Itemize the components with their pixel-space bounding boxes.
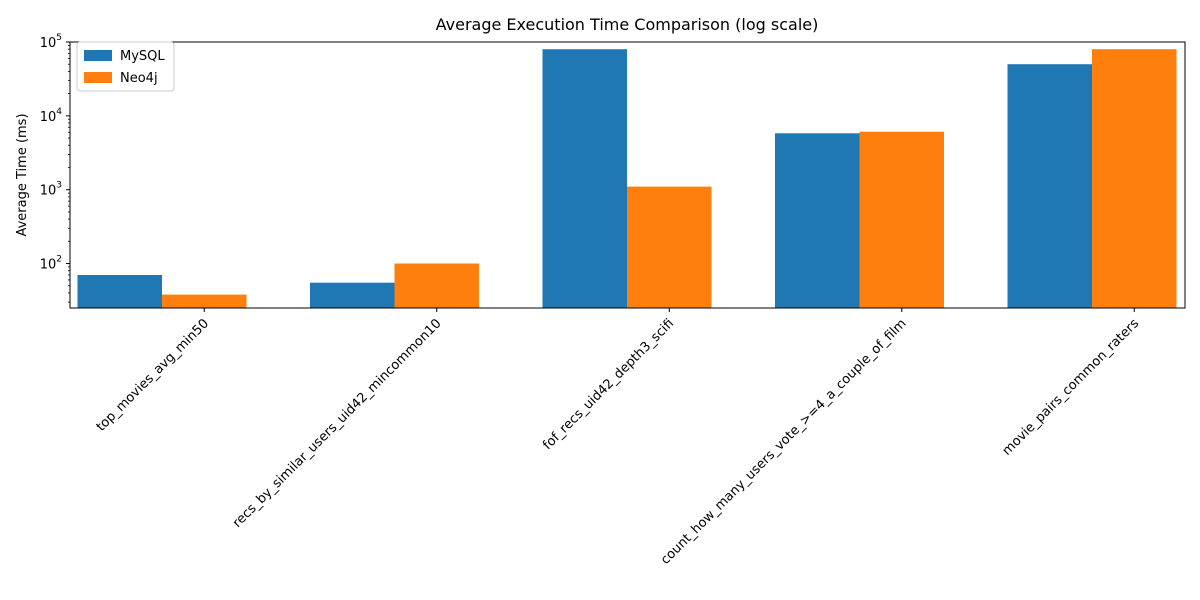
bar-neo4j-top-movies-avg-min50 <box>162 294 247 308</box>
x-tick-label: recs_by_similar_users_uid42_mincommon10 <box>230 316 445 531</box>
y-axis-label: Average Time (ms) <box>15 113 30 236</box>
legend-label-mysql: MySQL <box>120 49 165 64</box>
bar-neo4j-count-how-many-users-vote-4-a-couple-of-film <box>859 131 944 308</box>
legend-swatch-mysql <box>84 50 112 61</box>
x-tick-label: movie_pairs_common_raters <box>1000 316 1143 459</box>
bars-group <box>77 49 1177 308</box>
legend-label-neo4j: Neo4j <box>120 71 158 86</box>
bar-mysql-count-how-many-users-vote-4-a-couple-of-film <box>775 133 860 308</box>
x-tick-label: fof_recs_uid42_depth3_scifi <box>540 316 677 453</box>
plot-frame <box>69 41 1186 309</box>
plot-area: 102 103 104 105 top_movies_avg_min50 recs_by… <box>40 33 1186 568</box>
y-tick-label: 105 <box>40 33 62 51</box>
y-tick-label: 103 <box>40 181 62 199</box>
x-tick-label: top_movies_avg_min50 <box>94 316 212 434</box>
bar-neo4j-recs-by-similar-users-uid42-mincommon10 <box>394 263 479 308</box>
y-tick-label: 102 <box>40 255 62 273</box>
bar-mysql-fof-recs-uid42-depth3-scifi <box>542 49 627 308</box>
legend: MySQL Neo4j <box>76 41 175 92</box>
bar-mysql-top-movies-avg-min50 <box>77 275 162 308</box>
bar-neo4j-fof-recs-uid42-depth3-scifi <box>627 186 712 308</box>
x-tick-label: count_how_many_users_vote_>=4_a_couple_o… <box>658 316 909 567</box>
y-ticks-group: 102 103 104 105 <box>40 33 70 303</box>
bar-neo4j-movie-pairs-common-raters <box>1092 49 1177 308</box>
bar-mysql-recs-by-similar-users-uid42-mincommon10 <box>310 282 395 308</box>
chart-title: Average Execution Time Comparison (log s… <box>436 15 819 34</box>
y-tick-label: 104 <box>40 107 63 125</box>
x-ticks-group: top_movies_avg_min50 recs_by_similar_user… <box>94 308 1143 568</box>
legend-swatch-neo4j <box>84 72 112 83</box>
bar-mysql-movie-pairs-common-raters <box>1007 64 1092 308</box>
